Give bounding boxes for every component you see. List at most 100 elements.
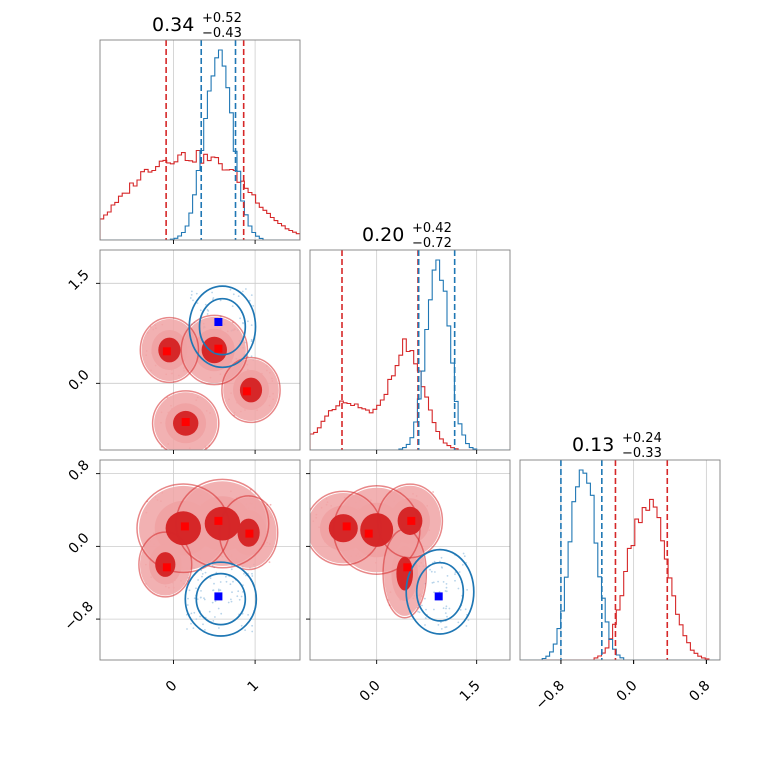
contour-param-1-vs-param-2-frame — [99, 249, 301, 451]
contour-param-2-vs-param-3-blue-sample — [429, 568, 431, 571]
contour-param-1-vs-param-3-blue-sample — [199, 615, 202, 618]
contour-param-2-vs-param-3-red-marker-0 — [342, 522, 351, 531]
contour-param-1-vs-param-2-blue-sample — [250, 340, 253, 343]
contour-param-2-vs-param-3-blue-sample — [440, 628, 443, 630]
title-param-2: 0.20 +0.42 −0.72 — [362, 221, 452, 251]
contour-param-2-vs-param-3-blue-contour-0-1 — [405, 548, 475, 635]
contour-param-2-vs-param-3-blue-sample — [421, 604, 423, 607]
contour-param-1-vs-param-2-blue-contour-0-0 — [198, 297, 247, 356]
contour-param-2-vs-param-3-blue-sample — [442, 607, 445, 610]
contour-param-1-vs-param-3-red-marker-2 — [245, 529, 254, 538]
contour-param-1-vs-param-3-blue-sample — [217, 607, 220, 610]
title-param-3-lower: −0.33 — [622, 446, 662, 461]
contour-param-2-vs-param-3-blue-sample — [424, 617, 427, 619]
contour-param-1-vs-param-2-blue-sample — [190, 294, 193, 296]
contour-param-1-vs-param-3-blue-sample — [251, 624, 254, 627]
contour-param-2-vs-param-3-red-marker-3 — [403, 563, 412, 572]
title-param-2-lower: −0.72 — [412, 236, 452, 251]
contour-param-1-vs-param-3-blue-sample — [192, 627, 195, 629]
contour-param-1-vs-param-3-blue-sample — [214, 600, 217, 603]
contour-param-2-vs-param-3-blue-sample — [464, 608, 467, 611]
contour-param-2-vs-param-3-blue-sample — [454, 579, 456, 582]
contour-param-2-vs-param-3-blue-sample — [433, 608, 435, 611]
contour-param-1-vs-param-3-blue-sample — [242, 591, 244, 593]
contour-param-1-vs-param-2-blue-sample — [196, 302, 199, 304]
contour-param-2-vs-param-3-frame — [309, 459, 511, 661]
contour-param-2-vs-param-3-blue-sample — [465, 625, 468, 627]
contour-param-1-vs-param-3-red-sample — [268, 561, 271, 563]
contour-param-1-vs-param-3-blue-sample — [201, 575, 203, 578]
contour-param-1-vs-param-2-blue-sample — [250, 294, 253, 296]
contour-param-1-vs-param-2-blue-sample — [242, 322, 244, 324]
contour-param-1-vs-param-3-blue-sample — [186, 604, 189, 606]
contour-param-1-vs-param-3-blue-sample — [195, 587, 197, 590]
contour-param-1-vs-param-3-blue-sample — [225, 575, 227, 578]
param-3-xtick-label-2: 0.8 — [686, 678, 713, 705]
contour-param-1-vs-param-3-blue-contour-0-0 — [195, 572, 247, 626]
contour-param-2-vs-param-3-blue-sample — [434, 571, 436, 573]
contour-param-1-vs-param-2-red-contour-0 — [139, 316, 200, 384]
contour-param-2-vs-param-3-blue-sample — [463, 555, 466, 558]
title-param-1-lower: −0.43 — [202, 26, 242, 41]
contour-param-1-vs-param-2-blue-sample — [232, 293, 235, 296]
contour-param-1-vs-param-2-red-contour-1 — [180, 314, 249, 386]
contour-param-1-vs-param-3-blue-sample — [219, 581, 222, 583]
histogram-param-2-red-series — [310, 338, 510, 450]
contour-param-1-vs-param-3-blue-sample — [211, 601, 214, 604]
contour-param-2-vs-param-3-blue-sample — [431, 581, 434, 584]
title-param-3: 0.13 +0.24 −0.33 — [572, 431, 662, 461]
contour-param-1-vs-param-3-blue-sample — [231, 591, 233, 594]
contour-param-2-vs-param-3-blue-sample — [445, 586, 448, 589]
contour-param-2-vs-param-3-blue-sample — [445, 607, 447, 610]
title-param-3-median: 0.13 — [572, 434, 614, 456]
contour-param-1-vs-param-3-blue-sample — [201, 573, 204, 575]
histogram-param-3 — [519, 459, 721, 664]
histogram-param-2 — [309, 249, 511, 454]
contour-param-1-vs-param-2-blue-sample — [250, 338, 253, 341]
contour-param-1-vs-param-3-blue-sample — [217, 588, 220, 591]
contour-param-1-vs-param-3-red-contour-0 — [136, 483, 231, 574]
contour-param-1-vs-param-2-blue-sample — [192, 299, 194, 302]
contour-param-1-vs-param-2-red-marker-2 — [242, 387, 251, 396]
contour-param-1-vs-param-3-blue-sample — [237, 590, 240, 593]
param-2-xtick-label-0: 0.0 — [357, 678, 384, 705]
contour-param-2-vs-param-3-blue-sample — [457, 621, 460, 624]
title-param-1-median: 0.34 — [152, 14, 194, 36]
contour-param-1-vs-param-3-blue-sample — [229, 583, 232, 586]
contour-param-1-vs-param-3-blue-sample — [202, 623, 204, 626]
contour-param-1-vs-param-3-blue-sample — [219, 589, 222, 591]
contour-param-1-vs-param-3-blue-sample — [195, 618, 198, 621]
contour-param-1-vs-param-2-red-contour-2 — [221, 356, 281, 424]
contour-param-2-vs-param-3-blue-sample — [444, 590, 447, 592]
contour-param-1-vs-param-3-red-marker-1 — [214, 516, 223, 525]
title-param-3-upper: +0.24 — [622, 431, 662, 446]
contour-param-1-vs-param-2-red-marker-3 — [181, 418, 190, 426]
contour-param-1-vs-param-3-blue-sample — [204, 571, 207, 574]
contour-param-1-vs-param-3-blue-sample — [190, 612, 193, 615]
contour-param-1-vs-param-3-blue-sample — [200, 596, 202, 599]
contour-param-2-vs-param-3-blue-sample — [445, 583, 448, 585]
contour-param-1-vs-param-2-blue-sample — [248, 299, 251, 302]
contour-param-1-vs-param-3-blue-sample — [186, 613, 188, 616]
histogram-param-1-blue-series — [100, 49, 300, 240]
contour-param-1-vs-param-2-red-contour-3 — [151, 390, 220, 450]
contour-param-1-vs-param-2-blue-sample — [239, 317, 242, 320]
param-2-ytick-label-1: 1.5 — [66, 267, 93, 294]
contour-param-2-vs-param-3-blue-sample — [445, 605, 448, 608]
title-param-1: 0.34 +0.52 −0.43 — [152, 11, 242, 41]
contour-param-1-vs-param-3-blue-sample — [203, 598, 206, 601]
contour-param-1-vs-param-2-blue-sample — [206, 309, 209, 311]
contour-param-1-vs-param-3-blue-sample — [247, 614, 250, 616]
contour-param-1-vs-param-3-frame — [99, 459, 301, 661]
histogram-param-2-frame — [309, 249, 511, 451]
contour-param-1-vs-param-3-blue-sample — [213, 582, 215, 585]
contour-param-2-vs-param-3-blue-marker-0 — [434, 592, 443, 601]
contour-param-2-vs-param-3-blue-sample — [425, 608, 427, 611]
contour-param-1-vs-param-3-blue-sample — [230, 568, 233, 571]
contour-param-2-vs-param-3-blue-sample — [440, 556, 443, 559]
contour-param-1-vs-param-2-blue-marker-0 — [214, 318, 223, 326]
contour-param-1-vs-param-3-blue-sample — [193, 611, 196, 614]
contour-param-1-vs-param-3-blue-sample — [251, 572, 253, 575]
contour-param-1-vs-param-2-blue-sample — [211, 291, 214, 294]
